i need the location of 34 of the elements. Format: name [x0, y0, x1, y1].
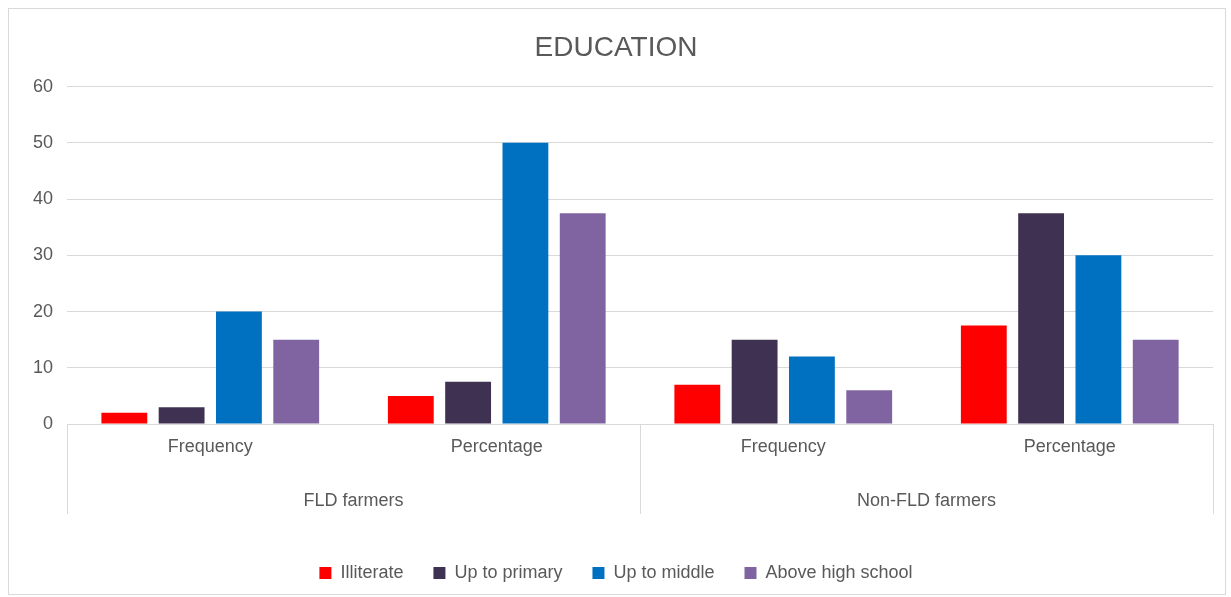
bar: [216, 311, 262, 424]
bar: [559, 213, 606, 424]
bar: [101, 412, 148, 424]
bar: [846, 390, 893, 424]
bar: [1132, 339, 1179, 424]
x-tick-label: Percentage: [450, 435, 543, 456]
bar: [387, 395, 434, 424]
x-tick-label: Frequency: [740, 435, 826, 456]
legend-label: Up to primary: [454, 561, 563, 582]
bar: [960, 325, 1007, 424]
y-tick-label: 60: [32, 75, 54, 96]
bar: [1018, 213, 1065, 424]
x-tick-label: Percentage: [1023, 435, 1116, 456]
bar: [445, 381, 492, 424]
bar: [158, 407, 205, 424]
y-tick-label: 0: [43, 412, 54, 433]
y-tick-label: 30: [32, 244, 54, 265]
text: Non-FLD farmers: [856, 489, 997, 510]
legend-label: Up to middle: [613, 561, 715, 582]
bar: [502, 142, 549, 424]
legend-label: Illiterate: [340, 561, 404, 582]
bar: [1075, 255, 1122, 424]
y-tick-label: 50: [32, 131, 54, 152]
y-tick-label: 40: [32, 188, 54, 209]
bar: [788, 356, 835, 424]
text: FLD farmers: [303, 489, 404, 510]
x-tick-label: Frequency: [167, 435, 253, 456]
chart-title: EDUCATION: [534, 30, 698, 62]
bar: [273, 339, 320, 424]
y-tick-label: 20: [32, 300, 54, 321]
bar: [731, 339, 778, 424]
legend-label: Above high school: [765, 561, 913, 582]
y-tick-label: 10: [32, 356, 54, 377]
bar: [674, 384, 721, 424]
